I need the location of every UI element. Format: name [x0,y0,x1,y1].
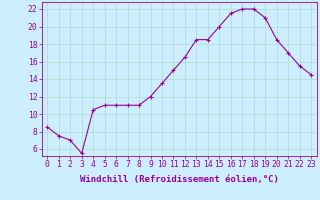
X-axis label: Windchill (Refroidissement éolien,°C): Windchill (Refroidissement éolien,°C) [80,175,279,184]
